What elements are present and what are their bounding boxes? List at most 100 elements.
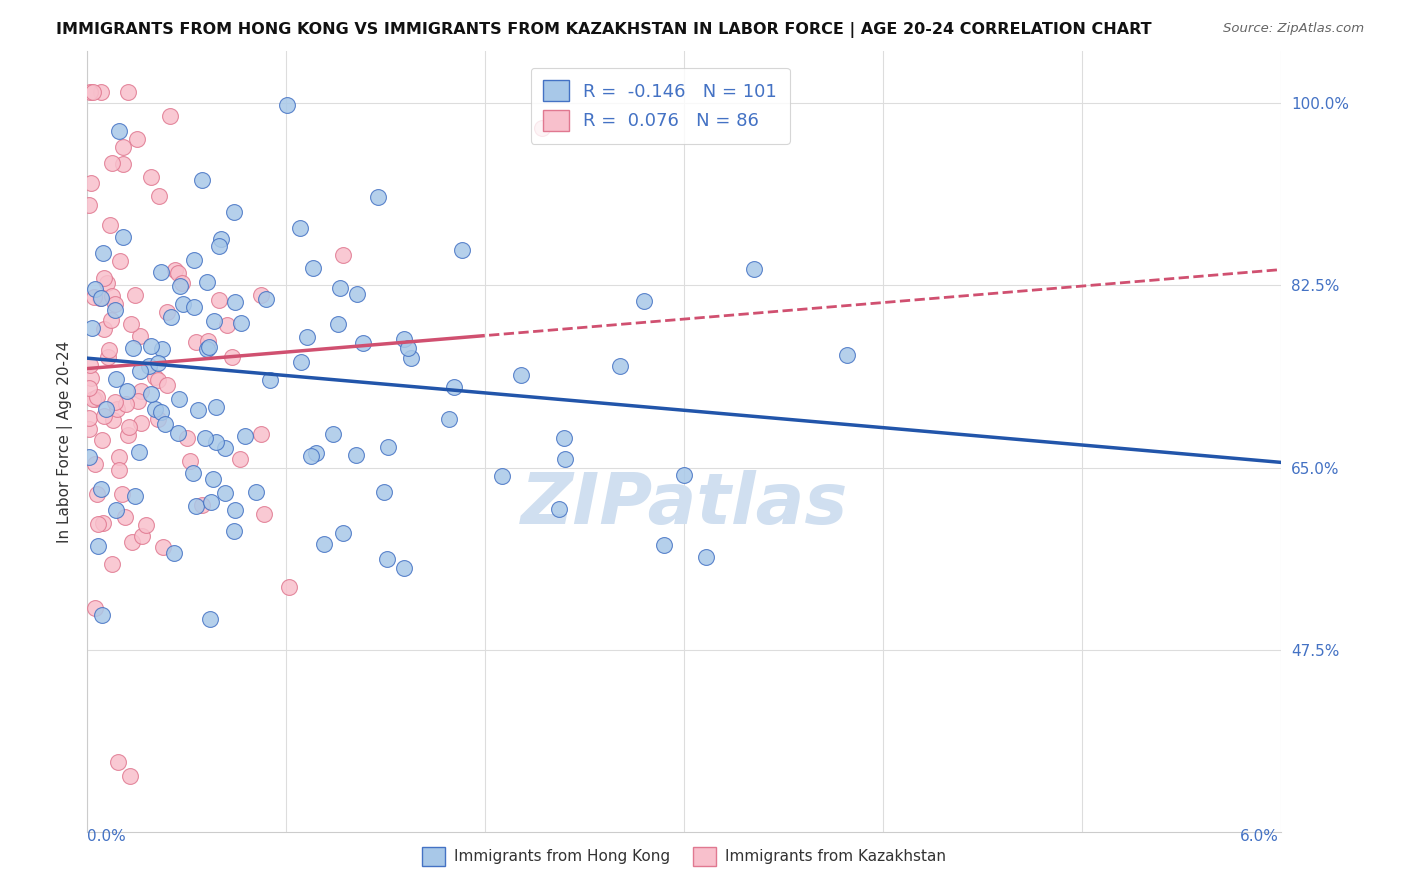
Point: [322, 427, 344, 442]
Point: [167, 392, 190, 406]
Point: [146, 412, 169, 426]
Point: [181, 466, 204, 480]
Point: [299, 449, 322, 463]
Point: [104, 503, 127, 517]
Legend: R =  -0.146   N = 101, R =  0.076   N = 86: R = -0.146 N = 101, R = 0.076 N = 86: [531, 68, 790, 144]
Point: [179, 454, 201, 468]
Point: [77, 411, 100, 425]
Point: [129, 364, 152, 378]
Point: [80, 320, 103, 334]
Point: [107, 756, 129, 770]
Point: [443, 380, 465, 394]
Point: [194, 431, 217, 445]
Point: [84, 392, 107, 406]
Point: [221, 350, 243, 364]
Point: [254, 292, 277, 306]
Point: [93, 322, 115, 336]
Point: [117, 86, 139, 100]
Point: [118, 420, 141, 434]
Point: [224, 205, 246, 219]
Point: [104, 394, 127, 409]
Point: [195, 342, 218, 356]
Point: [245, 484, 267, 499]
Point: [377, 440, 399, 454]
Point: [148, 189, 170, 203]
Point: [135, 518, 157, 533]
Point: [183, 252, 205, 267]
Point: [214, 486, 236, 500]
Point: [84, 601, 107, 615]
Point: [250, 426, 273, 441]
Point: [96, 276, 118, 290]
Point: [373, 484, 395, 499]
Point: [101, 156, 124, 170]
Point: [191, 172, 214, 186]
Point: [87, 539, 110, 553]
Point: [127, 393, 149, 408]
Point: [156, 378, 179, 392]
Point: [112, 140, 135, 154]
Point: [224, 503, 246, 517]
Point: [437, 411, 460, 425]
Point: [107, 450, 129, 464]
Point: [228, 452, 250, 467]
Point: [399, 351, 422, 365]
Point: [150, 342, 173, 356]
Point: [80, 176, 103, 190]
Text: IMMIGRANTS FROM HONG KONG VS IMMIGRANTS FROM KAZAKHSTAN IN LABOR FORCE | AGE 20-: IMMIGRANTS FROM HONG KONG VS IMMIGRANTS …: [56, 22, 1152, 38]
Point: [547, 502, 569, 516]
Point: [290, 221, 312, 235]
Point: [89, 291, 111, 305]
Point: [259, 373, 281, 387]
Point: [91, 246, 114, 260]
Point: [451, 243, 474, 257]
Point: [209, 232, 232, 246]
Point: [329, 280, 352, 294]
Point: [208, 293, 231, 307]
Point: [86, 487, 108, 501]
Point: [186, 334, 208, 349]
Point: [198, 612, 221, 626]
Point: [654, 538, 676, 552]
Point: [97, 343, 120, 358]
Point: [115, 384, 138, 398]
Point: [141, 170, 163, 185]
Point: [90, 292, 112, 306]
Point: [101, 557, 124, 571]
Point: [224, 524, 246, 538]
Point: [166, 267, 188, 281]
Point: [86, 516, 108, 531]
Point: [121, 341, 143, 355]
Point: [250, 287, 273, 301]
Point: [202, 314, 225, 328]
Point: [176, 431, 198, 445]
Point: [143, 401, 166, 416]
Point: [233, 429, 256, 443]
Point: [97, 351, 120, 365]
Point: [165, 263, 187, 277]
Point: [98, 218, 121, 232]
Point: [396, 341, 419, 355]
Point: [114, 510, 136, 524]
Point: [332, 248, 354, 262]
Point: [124, 490, 146, 504]
Point: [77, 197, 100, 211]
Point: [93, 271, 115, 285]
Point: [104, 302, 127, 317]
Point: [101, 413, 124, 427]
Point: [82, 86, 104, 100]
Point: [91, 516, 114, 531]
Point: [84, 282, 107, 296]
Point: [214, 442, 236, 456]
Y-axis label: In Labor Force | Age 20-24: In Labor Force | Age 20-24: [58, 341, 73, 542]
Point: [205, 434, 228, 449]
Point: [138, 359, 160, 373]
Point: [835, 348, 858, 362]
Point: [276, 98, 298, 112]
Point: [96, 402, 118, 417]
Point: [204, 400, 226, 414]
Point: [190, 498, 212, 512]
Point: [156, 305, 179, 319]
Point: [77, 422, 100, 436]
Point: [131, 528, 153, 542]
